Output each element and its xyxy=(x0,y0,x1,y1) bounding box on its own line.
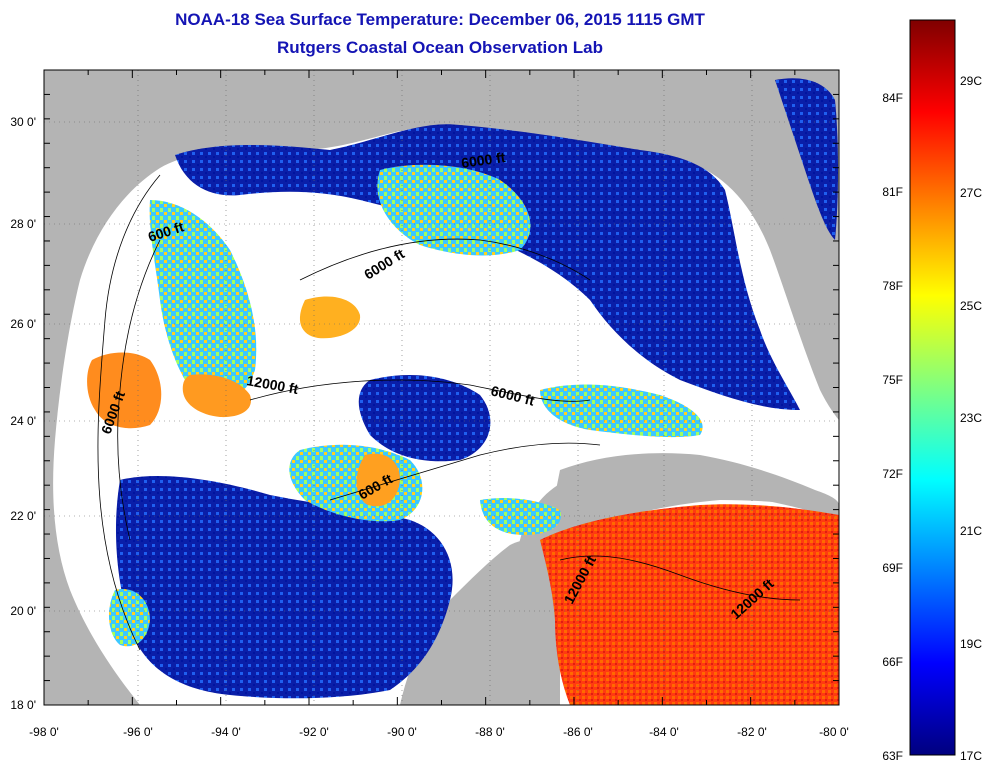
lat-tick-label: 24 0' xyxy=(10,414,36,428)
lon-tick-label: -94 0' xyxy=(211,725,241,739)
colorbar-f-label: 63F xyxy=(882,749,903,763)
colorbar-celsius-labels: 29C 27C 25C 23C 21C 19C 17C xyxy=(960,74,982,763)
lon-tick-label: -84 0' xyxy=(649,725,679,739)
colorbar-f-label: 66F xyxy=(882,655,903,669)
colorbar-f-label: 75F xyxy=(882,373,903,387)
map-title: NOAA-18 Sea Surface Temperature: Decembe… xyxy=(175,10,705,29)
lat-tick-label: 22 0' xyxy=(10,509,36,523)
lon-tick-label: -80 0' xyxy=(819,725,849,739)
tick-marks xyxy=(43,69,840,706)
lat-tick-label: 20 0' xyxy=(10,604,36,618)
graticule xyxy=(44,70,839,705)
colorbar-f-label: 81F xyxy=(882,185,903,199)
colorbar-c-label: 21C xyxy=(960,524,982,538)
colorbar-f-label: 69F xyxy=(882,561,903,575)
colorbar: 84F 81F 78F 75F 72F 69F 66F 63F 29C 27C … xyxy=(882,19,982,763)
colorbar-c-label: 17C xyxy=(960,749,982,763)
colorbar-scale xyxy=(909,19,956,756)
map-subtitle: Rutgers Coastal Ocean Observation Lab xyxy=(277,38,603,57)
colorbar-f-label: 78F xyxy=(882,279,903,293)
colorbar-f-label: 84F xyxy=(882,91,903,105)
colorbar-c-label: 27C xyxy=(960,186,982,200)
lon-tick-label: -88 0' xyxy=(475,725,505,739)
lat-tick-labels: 30 0' 28 0' 26 0' 24 0' 22 0' 20 0' 18 0… xyxy=(10,115,36,712)
colorbar-c-label: 29C xyxy=(960,74,982,88)
yucatan xyxy=(400,539,560,705)
colorbar-c-label: 19C xyxy=(960,637,982,651)
lon-tick-label: -96 0' xyxy=(123,725,153,739)
map-area xyxy=(44,70,839,705)
lon-tick-label: -98 0' xyxy=(29,725,59,739)
lat-tick-label: 18 0' xyxy=(10,698,36,712)
depth-contours xyxy=(97,174,801,651)
lat-tick-label: 30 0' xyxy=(10,115,36,129)
colorbar-c-label: 25C xyxy=(960,299,982,313)
colorbar-c-label: 23C xyxy=(960,411,982,425)
colorbar-fahrenheit-labels: 84F 81F 78F 75F 72F 69F 66F 63F xyxy=(882,91,903,763)
lon-tick-label: -90 0' xyxy=(387,725,417,739)
contour-label: 6000 ft xyxy=(460,149,506,171)
lon-tick-label: -86 0' xyxy=(563,725,593,739)
colorbar-f-label: 72F xyxy=(882,467,903,481)
lon-tick-labels: -98 0' -96 0' -94 0' -92 0' -90 0' -88 0… xyxy=(29,725,849,739)
lon-tick-label: -92 0' xyxy=(299,725,329,739)
sst-pixels xyxy=(87,78,839,705)
lon-tick-label: -82 0' xyxy=(737,725,767,739)
cuba xyxy=(555,453,839,520)
lat-tick-label: 26 0' xyxy=(10,317,36,331)
lat-tick-label: 28 0' xyxy=(10,217,36,231)
